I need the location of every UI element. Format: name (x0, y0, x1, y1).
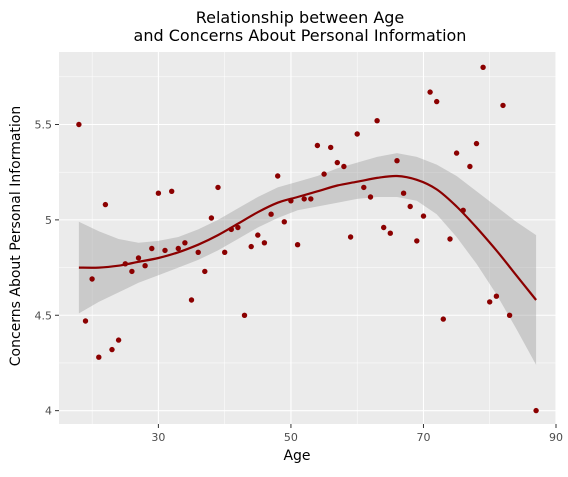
smooth-line (78, 174, 537, 301)
data-point (129, 268, 135, 275)
data-point (275, 173, 281, 179)
data-point (381, 224, 387, 231)
data-point (487, 299, 493, 305)
y-tick-label: 5 (45, 214, 52, 227)
data-point (261, 240, 268, 246)
data-point (76, 121, 82, 128)
data-point (182, 240, 188, 246)
data-point (89, 276, 95, 282)
data-point (301, 196, 307, 202)
chart-title-line2: and Concerns About Personal Information (134, 26, 467, 45)
data-point (82, 318, 89, 324)
smooth-trend-line (78, 174, 537, 301)
data-point (294, 242, 301, 248)
plot-panel (59, 52, 556, 424)
data-point (175, 245, 181, 252)
data-point (328, 144, 334, 151)
data-point (480, 64, 486, 71)
data-point (334, 159, 340, 166)
chart-title-line1: Relationship between Age (196, 8, 405, 27)
data-point (367, 194, 374, 200)
axes: 30 50 70 90 4 4.5 5 5.5 (35, 118, 564, 444)
x-tick-label: 50 (284, 431, 298, 444)
data-point (434, 98, 440, 105)
data-point (500, 102, 506, 109)
data-point (447, 236, 453, 242)
data-point (228, 226, 234, 233)
data-point (460, 207, 466, 213)
data-point (493, 293, 500, 299)
data-point (288, 198, 294, 204)
data-point (202, 268, 208, 275)
x-axis-title: Age (283, 448, 310, 464)
data-point (122, 261, 128, 267)
data-point (96, 354, 102, 360)
confidence-band-area (78, 153, 537, 365)
data-point (195, 249, 201, 255)
data-point (135, 255, 142, 261)
data-point (241, 312, 248, 318)
data-point (341, 163, 347, 170)
data-point (400, 190, 407, 196)
data-point (394, 158, 400, 164)
data-point (308, 196, 314, 202)
data-point (374, 118, 380, 124)
data-point (321, 171, 327, 177)
data-point (115, 337, 122, 343)
data-point (314, 142, 321, 149)
data-point (255, 232, 261, 238)
data-point (506, 312, 513, 318)
data-point (109, 346, 115, 353)
data-point (533, 407, 539, 414)
data-point (268, 211, 274, 217)
data-point (427, 89, 433, 95)
x-tick-label: 30 (151, 431, 165, 444)
data-point (361, 184, 367, 191)
y-tick-label: 4.5 (35, 309, 53, 322)
y-axis-title: Concerns About Personal Information (8, 106, 24, 367)
y-tick-label: 5.5 (35, 118, 53, 131)
data-point (420, 213, 427, 219)
x-tick-label: 70 (416, 431, 430, 444)
data-point (162, 247, 168, 254)
data-points (76, 64, 539, 414)
y-tick-label: 4 (45, 405, 52, 418)
data-point (208, 215, 215, 221)
x-tick-label: 90 (549, 431, 563, 444)
data-point (169, 188, 175, 194)
gridlines (59, 52, 557, 424)
data-point (235, 224, 241, 231)
data-point (188, 297, 195, 303)
data-point (142, 263, 148, 269)
data-point (467, 163, 473, 170)
data-point (354, 131, 360, 137)
data-point (453, 150, 460, 156)
data-point (414, 238, 420, 244)
data-point (281, 219, 287, 225)
data-point (215, 184, 221, 191)
data-point (102, 201, 109, 208)
data-point (347, 234, 354, 240)
data-point (440, 316, 446, 322)
data-point (473, 140, 480, 147)
data-point (222, 249, 228, 255)
confidence-band (78, 153, 537, 365)
data-point (155, 190, 162, 196)
data-point (407, 203, 413, 210)
data-point (248, 243, 254, 250)
data-point (149, 245, 155, 252)
data-point (387, 230, 393, 236)
